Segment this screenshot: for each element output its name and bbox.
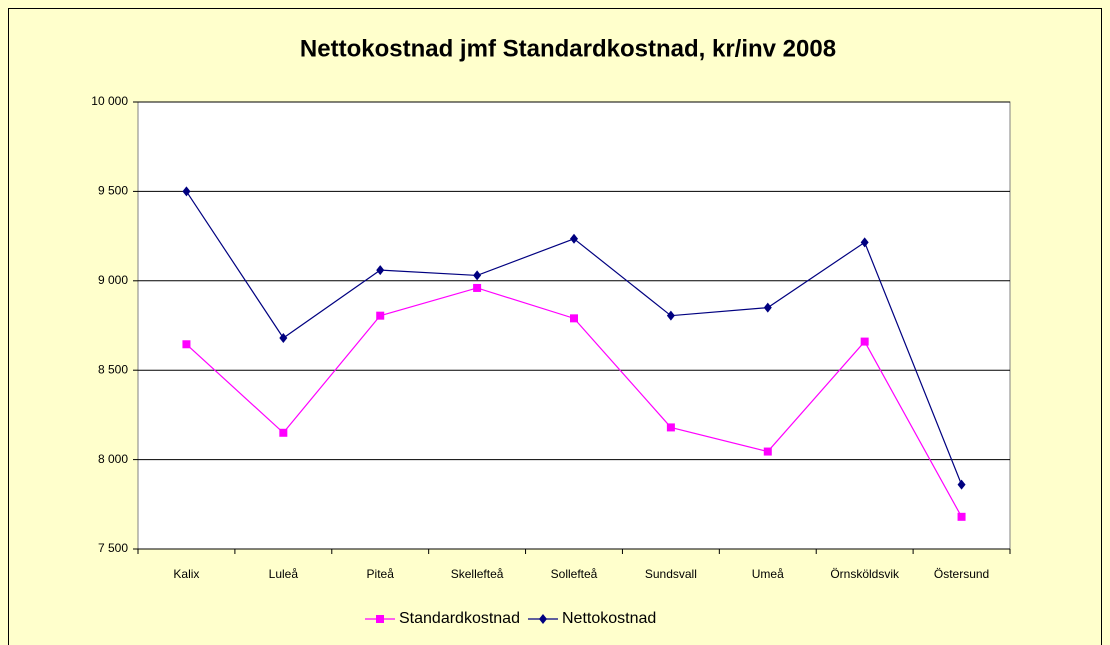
point-marker (957, 512, 966, 521)
x-tick-label: Umeå (752, 567, 784, 581)
point-marker (376, 265, 385, 276)
x-tick-label: Skellefteå (451, 567, 504, 581)
point-marker (666, 423, 675, 432)
y-tick-label: 9 000 (98, 273, 128, 287)
point-marker (860, 237, 869, 248)
point-marker (279, 333, 288, 344)
x-tick-label: Piteå (367, 567, 395, 581)
x-tick-label: Örnsköldsvik (830, 567, 900, 581)
x-tick-label: Luleå (269, 567, 299, 581)
plot-area (137, 101, 1011, 550)
x-tick-label: Sollefteå (551, 567, 598, 581)
point-marker (376, 311, 385, 320)
point-marker (763, 447, 772, 456)
legend-marker (376, 615, 384, 623)
point-marker (570, 233, 578, 244)
point-marker (182, 186, 191, 197)
point-marker (666, 310, 675, 321)
point-marker (279, 428, 288, 437)
x-tick-label: Östersund (934, 567, 989, 581)
chart-title: Nettokostnad jmf Standardkostnad, kr/inv… (300, 35, 836, 62)
y-tick-label: 8 000 (98, 452, 128, 466)
y-tick-label: 10 000 (91, 94, 128, 108)
legend-marker (538, 614, 547, 624)
legend-label: Nettokostnad (562, 610, 656, 627)
point-marker (182, 340, 191, 349)
x-tick-label: Sundsvall (645, 567, 697, 581)
legend-label: Standardkostnad (399, 610, 520, 627)
point-marker (763, 302, 772, 313)
chart-border (8, 8, 1102, 645)
y-tick-label: 9 500 (98, 184, 128, 198)
point-marker (473, 283, 482, 292)
point-marker (860, 337, 869, 346)
point-marker (957, 479, 966, 490)
y-tick-label: 8 500 (98, 362, 128, 376)
y-tick-label: 7 500 (98, 541, 128, 555)
point-marker (473, 270, 482, 281)
point-marker (570, 314, 578, 323)
x-tick-label: Kalix (173, 567, 199, 581)
